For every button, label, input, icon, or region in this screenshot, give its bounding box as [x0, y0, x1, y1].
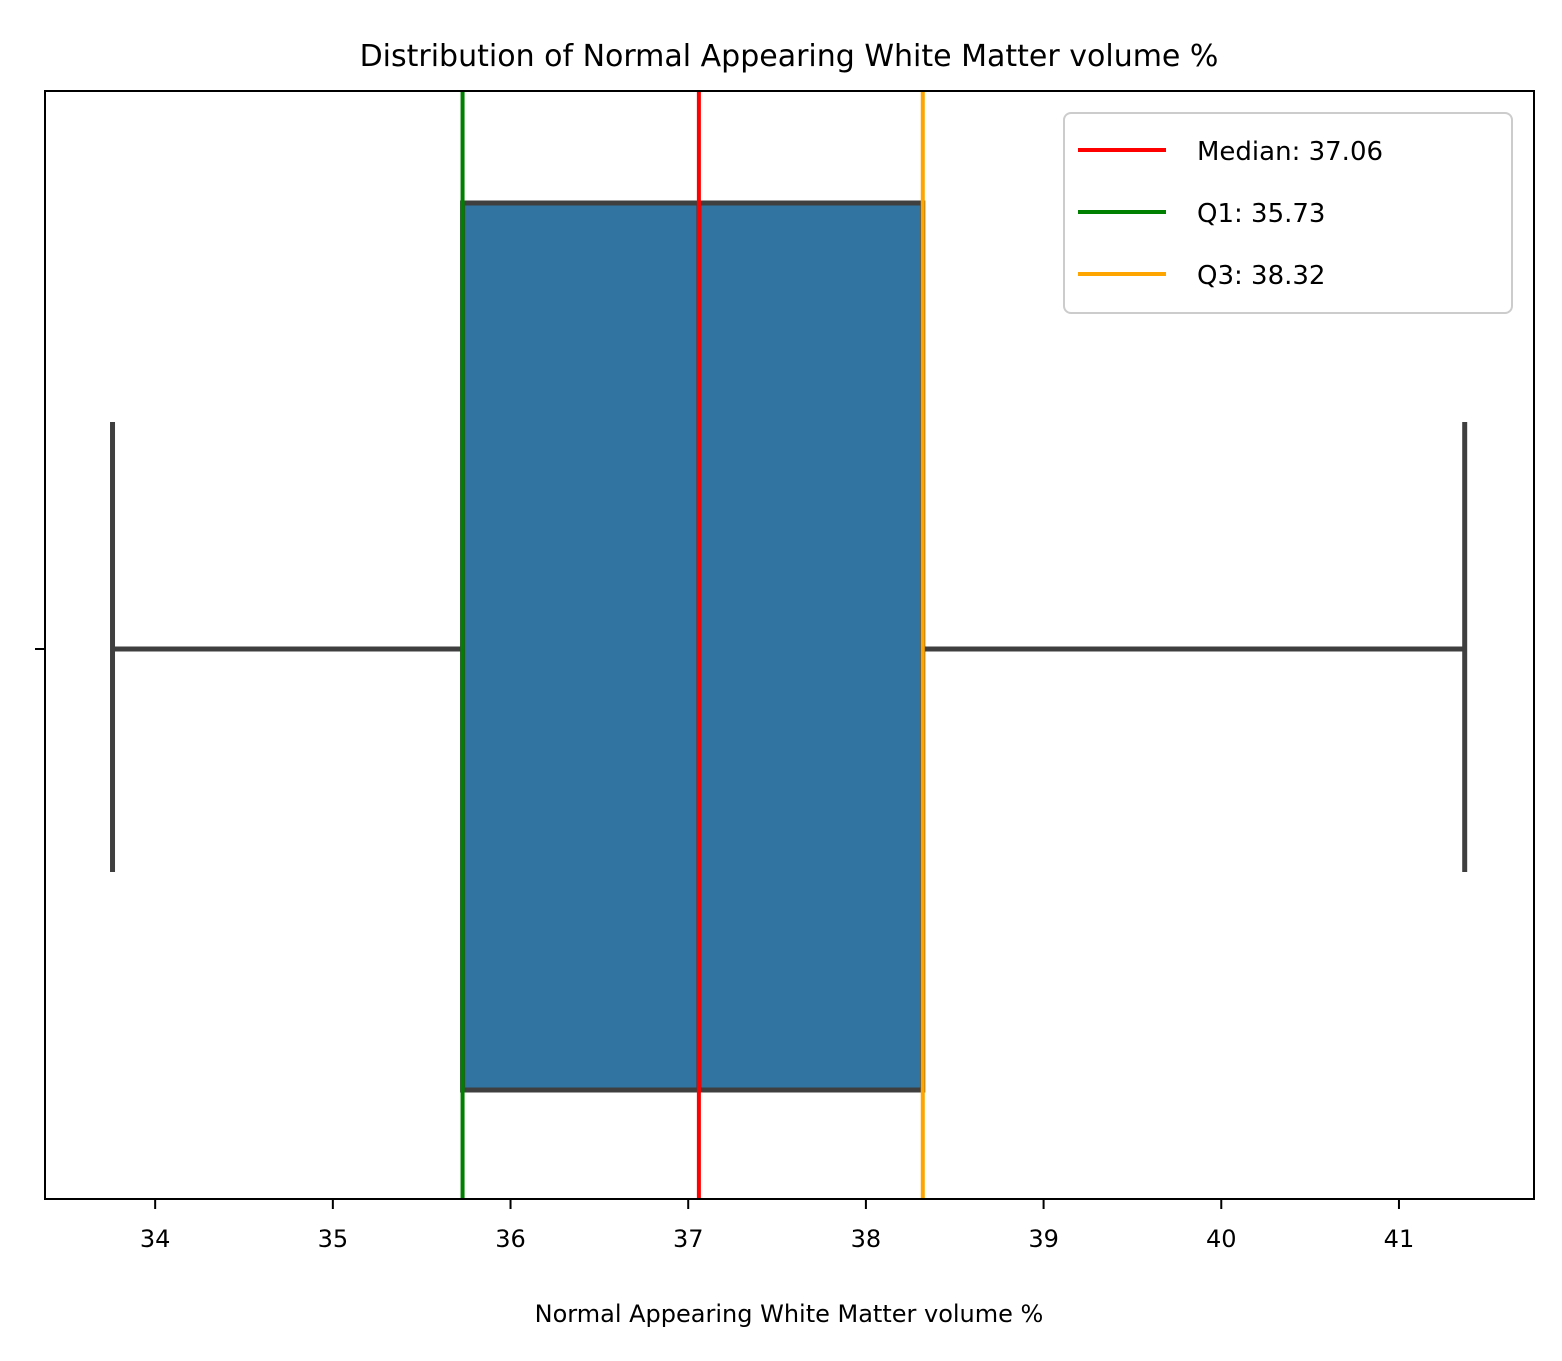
x-tick-label: 37: [673, 1225, 704, 1253]
x-tick-label: 34: [140, 1225, 171, 1253]
x-axis-ticks: 34 35 36 37 38 39 40 41: [140, 1199, 1414, 1253]
box-iqr: [460, 200, 926, 1093]
legend-label-median: Median: 37.06: [1197, 137, 1383, 167]
plot-area: [110, 91, 1468, 1199]
x-tick-label: 35: [318, 1225, 349, 1253]
legend-box: [1063, 112, 1513, 314]
legend-label-q3: Q3: 38.32: [1197, 261, 1325, 291]
x-tick-label: 39: [1028, 1225, 1059, 1253]
legend: Median: 37.06 Q1: 35.73 Q3: 38.32: [1063, 112, 1513, 314]
legend-label-q1: Q1: 35.73: [1197, 199, 1325, 229]
x-axis-label: Normal Appearing White Matter volume %: [535, 1300, 1044, 1328]
axes-frame: [44, 90, 1535, 1200]
x-tick-label: 41: [1384, 1225, 1415, 1253]
x-tick-label: 38: [851, 1225, 882, 1253]
x-tick-label: 40: [1206, 1225, 1237, 1253]
x-tick-label: 36: [495, 1225, 526, 1253]
chart-title: Distribution of Normal Appearing White M…: [360, 39, 1219, 74]
